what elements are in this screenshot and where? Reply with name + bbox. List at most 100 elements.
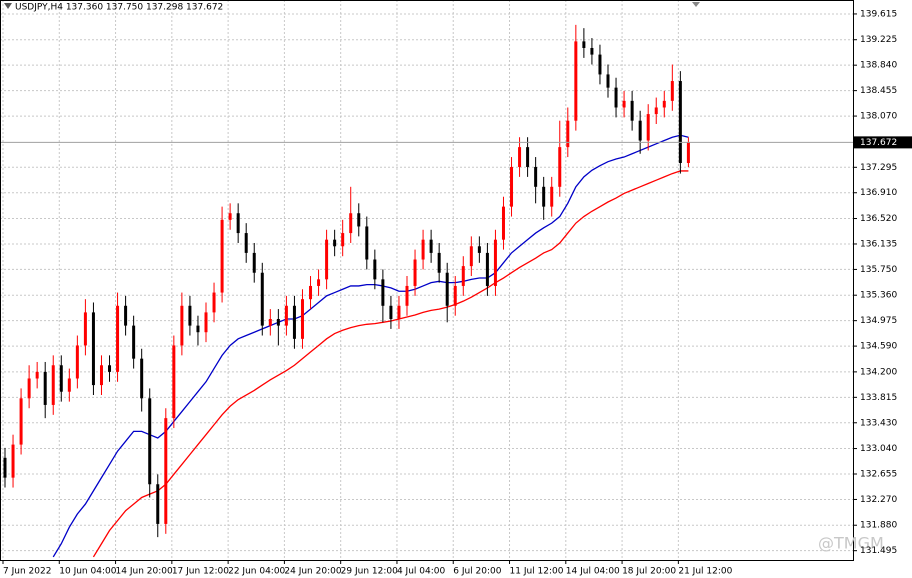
candle-body [373,259,377,280]
x-tick-label: 6 Jul 20:00 [453,567,502,577]
candle-body [35,371,39,379]
x-tick-label: 7 Jun 2022 [3,567,51,577]
candle-body [51,365,55,405]
candle-body [501,206,505,240]
candle-body [172,345,176,419]
candle-body [630,100,634,121]
last-price-label: 137.672 [860,138,897,148]
candle-body [148,398,152,485]
y-tick-label: 131.880 [860,521,897,531]
candle-body [83,312,87,346]
candle-body [445,272,449,306]
y-tick-label: 139.615 [860,9,897,19]
candle-body [413,259,417,286]
candle-body [252,252,256,273]
x-tick-label: 18 Jul 20:00 [622,567,676,577]
y-tick-label: 135.750 [860,265,897,275]
candle-body [421,239,425,260]
candle-body [244,233,248,253]
candle-body [204,312,208,333]
y-tick-label: 138.840 [860,61,897,71]
candle-body [638,120,642,141]
candle-body [582,41,586,48]
candle-body [260,272,264,326]
last-price-box [854,136,912,149]
candle-body [518,147,522,167]
y-tick-label: 134.200 [860,367,897,377]
candle-body [485,252,489,286]
x-tick-label: 10 Jun 04:00 [59,567,116,577]
candle-body [381,279,385,306]
moving-average-line [52,134,689,558]
grid [0,0,853,560]
candle-body [341,233,345,247]
candle-body [108,365,112,372]
candle-body [574,41,578,121]
x-tick-label: 24 Jun 20:00 [284,567,341,577]
candle-body [526,147,530,167]
candle-body [614,87,618,108]
candle-body [284,305,288,326]
candle-body [317,279,321,286]
y-tick-label: 131.495 [860,546,897,556]
y-tick-label: 132.655 [860,470,897,480]
candle-body [164,418,168,524]
candle-body [534,166,538,187]
candle-body [116,305,120,372]
candle-body [542,186,546,207]
candle-body [3,457,7,478]
candle-body [550,186,554,207]
candle-body [212,292,216,313]
candle-body [437,252,441,273]
y-tick-label: 133.815 [860,393,897,403]
candle-body [292,305,296,339]
candle-body [686,142,690,164]
candle-body [670,81,674,101]
candle-body [196,325,200,333]
candle-body [11,444,15,478]
candle-body [276,318,280,326]
candle-body [477,246,481,253]
x-tick-label: 11 Jul 12:00 [510,567,564,577]
candle-body [300,299,304,339]
x-tick-label: 22 Jun 04:00 [228,567,285,577]
y-tick-label: 134.590 [860,342,897,352]
shift-marker [692,2,700,7]
candle-body [598,54,602,75]
candle-body [43,371,47,405]
y-tick-label: 139.225 [860,35,897,45]
candle-body [99,365,103,386]
candle-body [67,378,71,392]
candle-body [461,266,465,286]
y-tick-label: 135.360 [860,291,897,301]
candle-body [357,213,361,227]
chart-title: USDJPY,H4 137.360 137.750 137.298 137.67… [15,3,223,13]
candle-body [678,81,682,164]
y-tick-label: 136.135 [860,239,897,249]
candle-body [19,398,23,445]
candle-body [132,325,136,359]
candle-body [75,345,79,379]
candle-body [180,305,184,346]
y-tick-label: 137.295 [860,163,897,173]
candle-body [606,74,610,88]
x-tick-label: 14 Jun 20:00 [116,567,173,577]
candle-body [365,226,369,260]
candle-body [429,239,433,253]
candle-body [622,100,626,108]
candle-body [662,100,666,108]
candle-body [156,484,160,524]
y-tick-label: 138.070 [860,112,897,122]
candle-body [646,114,650,141]
candle-body [268,318,272,326]
candle-body [558,147,562,187]
candle-body [349,213,353,234]
candle-body [236,213,240,234]
y-tick-label: 132.270 [860,495,897,505]
x-tick-label: 4 Jul 04:00 [397,567,446,577]
candle-body [325,239,329,280]
candle-body [188,305,192,326]
candle-body [469,246,473,267]
x-tick-label: 29 Jun 12:00 [341,567,398,577]
